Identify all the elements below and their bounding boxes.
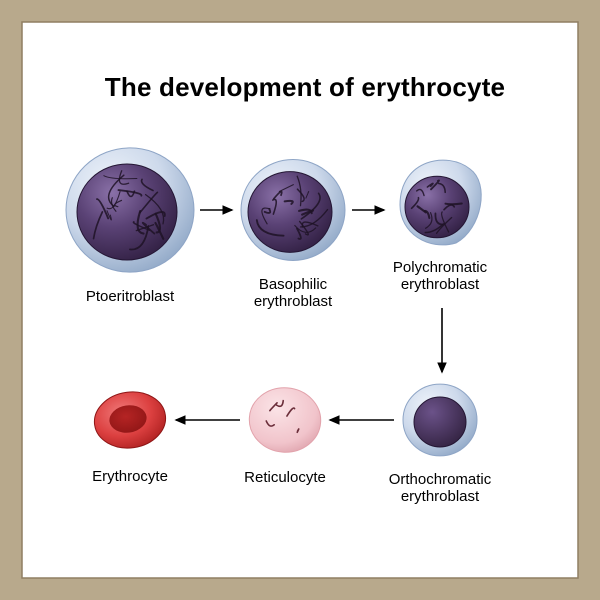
orthochromatic-label: Orthochromatic erythroblast — [370, 471, 510, 506]
basophilic-cell — [241, 160, 345, 261]
orthochromatic-cell — [403, 384, 477, 456]
reticulocyte-label: Reticulocyte — [215, 469, 355, 486]
proerythroblast-label: Ptoeritroblast — [60, 288, 200, 305]
erythrocyte-label: Erythrocyte — [60, 468, 200, 485]
polychromatic-cell — [400, 160, 481, 245]
polychromatic-label: Polychromatic erythroblast — [370, 259, 510, 294]
proerythroblast-cell — [66, 148, 194, 272]
diagram-frame: The development of erythrocyte — [0, 0, 600, 600]
reticulocyte-cell — [247, 385, 323, 454]
basophilic-label: Basophilic erythroblast — [223, 276, 363, 311]
erythrocyte-cell — [91, 387, 169, 452]
